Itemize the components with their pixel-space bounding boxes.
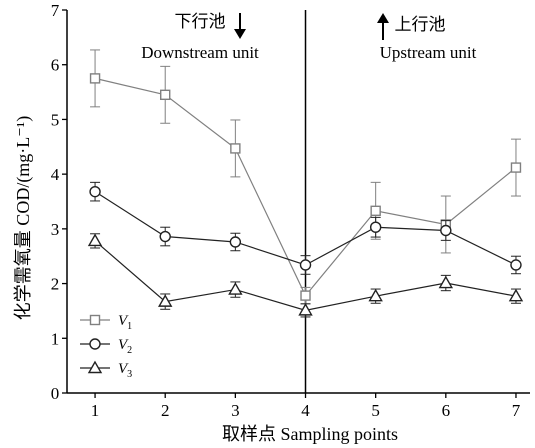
y-tick-label: 4	[51, 165, 60, 184]
down-arrow-icon	[234, 13, 246, 39]
series-marker-circle	[89, 338, 101, 350]
series-marker-circle	[159, 230, 171, 243]
series-marker-square	[230, 143, 241, 154]
y-axis-title: 化学需氧量 COD/(mg·L⁻¹)	[13, 116, 34, 320]
y-tick-label: 3	[51, 220, 60, 239]
series-marker-square	[160, 89, 171, 101]
legend: V1 V2 V3	[80, 313, 132, 380]
series-marker-circle	[229, 236, 242, 248]
annotation-left-en: Downstream unit	[141, 43, 259, 62]
series-marker-triangle	[87, 360, 103, 374]
series-marker-triangle	[158, 294, 173, 307]
x-tick-label: 5	[371, 401, 380, 420]
y-tick-label: 5	[51, 110, 60, 129]
legend-label: V1	[118, 313, 132, 332]
series-V3	[87, 233, 524, 318]
series-marker-square	[300, 290, 311, 301]
x-tick-label: 2	[161, 401, 170, 420]
series-marker-triangle	[368, 288, 383, 302]
unit-annotations: 下行池 Downstream unit 上行池 Upstream unit	[141, 12, 476, 62]
annotation-right-cn: 上行池	[395, 15, 446, 34]
series-marker-triangle	[298, 302, 313, 316]
series-marker-circle	[510, 259, 522, 271]
series-marker-circle	[440, 224, 452, 237]
series-marker-circle	[89, 185, 101, 198]
series-marker-circle	[369, 221, 382, 233]
legend-item-V2: V2	[80, 337, 132, 356]
up-arrow-icon	[377, 13, 389, 40]
series-marker-circle	[299, 259, 312, 271]
y-tick-label: 0	[51, 384, 60, 403]
series-marker-triangle	[508, 288, 524, 302]
series-marker-square	[370, 205, 381, 217]
y-tick-label: 6	[51, 56, 60, 75]
x-tick-label: 7	[512, 401, 521, 420]
series-marker-square	[89, 314, 101, 326]
series-marker-square	[89, 73, 101, 84]
annotation-left-cn: 下行池	[175, 12, 226, 31]
annotation-right-en: Upstream unit	[380, 43, 477, 62]
legend-label: V2	[118, 337, 132, 356]
y-tick-label: 2	[51, 275, 60, 294]
series-marker-square	[510, 162, 522, 173]
series-marker-triangle	[87, 233, 103, 247]
y-tick-label: 7	[51, 1, 60, 20]
series-marker-triangle	[438, 275, 454, 289]
x-tick-label: 1	[91, 401, 100, 420]
series-marker-triangle	[228, 282, 243, 295]
series-marks	[87, 49, 524, 318]
x-tick-label: 4	[301, 401, 310, 420]
x-axis-title: 取样点 Sampling points	[222, 424, 398, 444]
legend-item-V1: V1	[80, 313, 132, 332]
legend-label: V3	[118, 361, 132, 380]
axes: 0 1 2 3 4 5 6 7 1 2 3 4 5 6 7	[51, 1, 530, 420]
x-tick-label: 3	[231, 401, 240, 420]
legend-item-V3: V3	[80, 360, 132, 380]
y-tick-label: 1	[51, 329, 60, 348]
series-V2	[89, 181, 522, 275]
x-tick-label: 6	[442, 401, 451, 420]
